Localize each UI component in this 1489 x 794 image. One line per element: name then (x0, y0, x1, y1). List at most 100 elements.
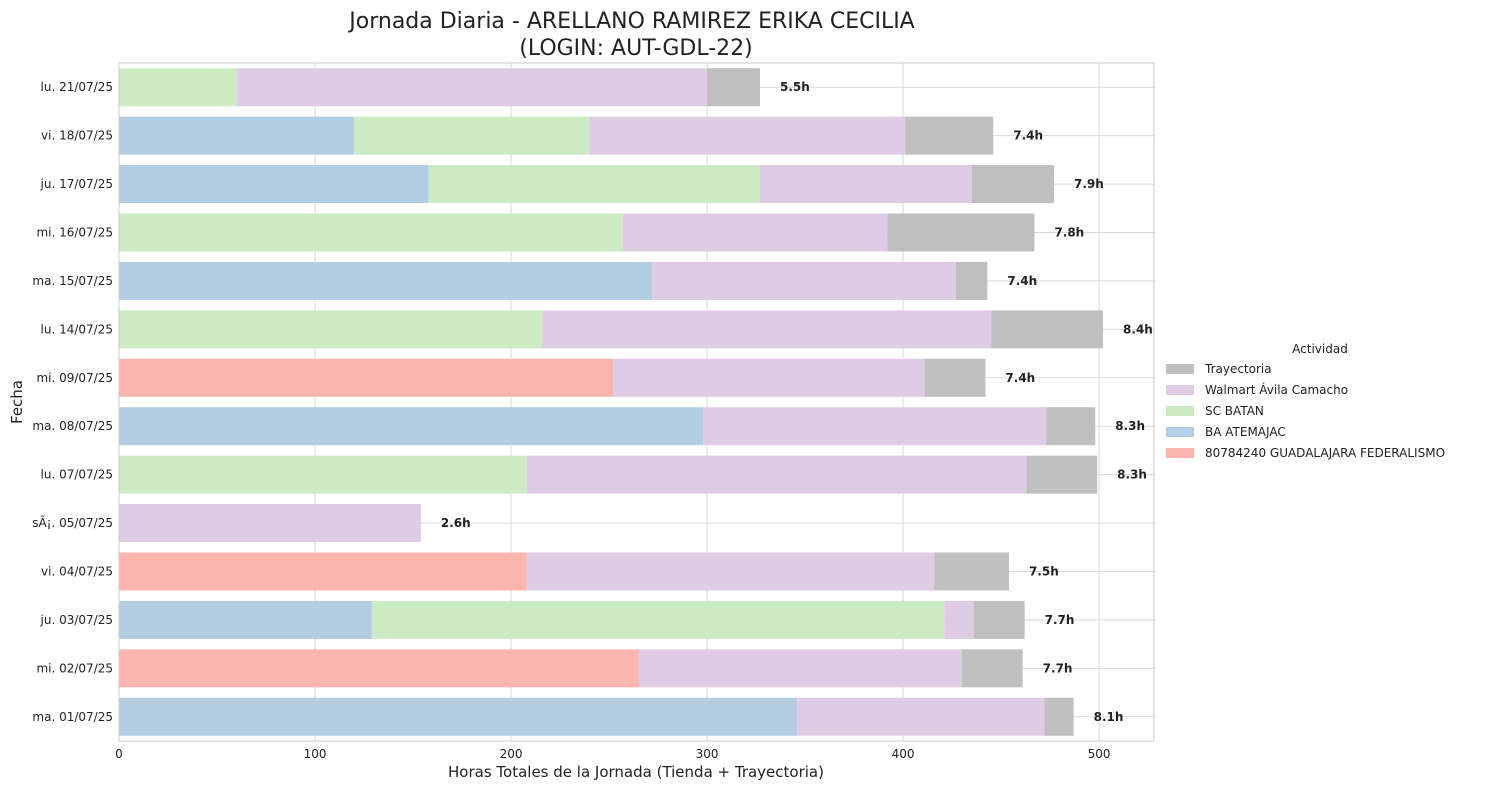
bar-segment (944, 600, 974, 639)
bar-segment (1044, 697, 1074, 736)
x-ticks: 0 100 200 300 400 500 (115, 747, 1110, 761)
bar-segment (428, 165, 760, 204)
y-tick-label: lu. 14/07/25 (41, 322, 113, 336)
bar-segment (119, 455, 527, 494)
bar-segment (119, 649, 639, 688)
data-label: 7.4h (1013, 129, 1043, 143)
x-tick-label: 0 (115, 747, 123, 761)
bar-segment (612, 358, 925, 397)
bar-segment (1026, 455, 1098, 494)
bar-segment (119, 68, 237, 107)
data-labels: 5.5h 7.4h 7.9h 7.8h 7.4h 8.4h 7.4h 8.3h 8.3h 2.6h… (441, 80, 1153, 724)
data-label: 7.5h (1029, 565, 1059, 579)
bar-segment (119, 552, 527, 591)
bar-segment (638, 649, 962, 688)
bar-segment (119, 165, 429, 204)
plot-frame (118, 62, 1155, 742)
bar-segment (119, 261, 653, 300)
legend-swatch (1166, 406, 1194, 416)
data-label: 8.1h (1094, 710, 1124, 724)
data-label: 8.4h (1123, 322, 1153, 336)
y-tick-label: ma. 08/07/25 (32, 419, 113, 433)
bar-segment (887, 213, 1035, 252)
y-tick-label: mi. 16/07/25 (36, 226, 113, 240)
bar-segment (971, 165, 1055, 204)
y-tick-label: ju. 03/07/25 (40, 613, 113, 627)
legend-entry: Trayectoria (1204, 362, 1272, 376)
chart-title-line-1: Jornada Diaria - ARELLANO RAMIREZ ERIKA … (347, 9, 914, 34)
y-tick-label: lu. 21/07/25 (41, 80, 113, 94)
chart-title-line-2: (LOGIN: AUT-GDL-22) (519, 36, 752, 61)
legend-swatch (1166, 427, 1194, 437)
y-axis-label: Fecha (8, 380, 26, 424)
bar-segment (707, 68, 760, 107)
bar-segment (542, 310, 992, 349)
bar-segment (526, 552, 935, 591)
legend-swatch (1166, 448, 1194, 458)
bars (119, 68, 1104, 736)
bar-segment (759, 165, 972, 204)
data-label: 7.7h (1043, 661, 1073, 675)
y-tick-label: sÃ¡. 05/07/25 (32, 515, 113, 530)
data-label: 5.5h (780, 80, 810, 94)
bar-segment (652, 261, 957, 300)
bar-segment (905, 116, 994, 155)
y-tick-label: lu. 07/07/25 (41, 468, 113, 482)
x-axis-label: Horas Totales de la Jornada (Tienda + Tr… (448, 763, 824, 781)
data-label: 7.4h (1007, 274, 1037, 288)
grid-lines (118, 63, 1154, 741)
bar-segment (119, 310, 543, 349)
data-label: 7.9h (1074, 177, 1104, 191)
x-tick-label: 400 (892, 747, 915, 761)
bar-segment (119, 600, 372, 639)
legend-entry: 80784240 GUADALAJARA FEDERALISMO (1205, 446, 1445, 460)
bar-segment (973, 600, 1025, 639)
bar-segment (119, 116, 355, 155)
x-tick-label: 200 (500, 747, 523, 761)
legend-title: Actividad (1292, 342, 1348, 356)
bar-segment (1046, 407, 1096, 446)
bar-segment (991, 310, 1104, 349)
bar-segment (236, 68, 708, 107)
y-tick-label: ma. 15/07/25 (32, 274, 113, 288)
bar-segment (119, 697, 798, 736)
bar-segment (934, 552, 1009, 591)
bar-segment (119, 213, 623, 252)
y-ticks: lu. 21/07/25 vi. 18/07/25 ju. 17/07/25 mi. … (32, 80, 113, 724)
bar-segment (924, 358, 986, 397)
bar-segment (961, 649, 1023, 688)
bar-segment (956, 261, 988, 300)
legend: Actividad Trayectoria Walmart Ávila Camac… (1166, 342, 1445, 460)
y-tick-label: mi. 09/07/25 (36, 371, 113, 385)
bar-segment (797, 697, 1045, 736)
y-tick-label: ju. 17/07/25 (40, 177, 113, 191)
bar-segment (119, 358, 613, 397)
data-label: 7.8h (1054, 226, 1084, 240)
data-label: 7.7h (1045, 613, 1075, 627)
x-tick-label: 300 (696, 747, 719, 761)
legend-swatch (1166, 364, 1194, 374)
bar-segment (119, 407, 704, 446)
bar-segment (354, 116, 590, 155)
data-label: 7.4h (1005, 371, 1035, 385)
legend-entry: SC BATAN (1205, 404, 1264, 418)
x-tick-label: 100 (304, 747, 327, 761)
bar-segment (622, 213, 888, 252)
legend-entry: BA ATEMAJAC (1205, 425, 1286, 439)
y-tick-label: vi. 04/07/25 (41, 565, 113, 579)
y-tick-label: vi. 18/07/25 (41, 129, 113, 143)
x-tick-label: 500 (1088, 747, 1111, 761)
bar-segment (703, 407, 1047, 446)
bar-segment (589, 116, 906, 155)
bar-segment (119, 504, 421, 543)
bar-segment (526, 455, 1027, 494)
data-label: 8.3h (1115, 419, 1145, 433)
bar-segment (371, 600, 945, 639)
legend-entry: Walmart Ávila Camacho (1205, 382, 1348, 397)
y-tick-label: mi. 02/07/25 (36, 661, 113, 675)
legend-swatch (1166, 385, 1194, 395)
data-label: 2.6h (441, 516, 471, 530)
data-label: 8.3h (1117, 468, 1147, 482)
